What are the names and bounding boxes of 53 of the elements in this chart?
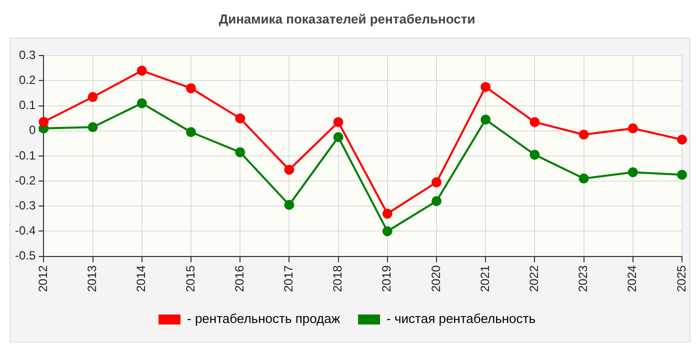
legend-label: - чистая рентабельность [386,311,536,326]
point [136,98,147,108]
point [284,200,294,210]
point [333,132,344,142]
x-tick-label: 2018 [330,264,345,292]
point [333,117,344,128]
x-tick-label: 2025 [674,264,688,292]
point [677,134,687,145]
point [382,226,392,236]
point [480,82,491,92]
point [530,150,540,160]
x-tick-label: 2020 [428,264,443,292]
y-tick-label: -0.3 [14,198,36,212]
point [88,92,98,102]
y-tick-label: -0.4 [14,224,36,238]
legend-label: - рентабельность продаж [187,311,340,326]
point [186,127,196,138]
x-tick-label: 2017 [282,264,296,292]
point [677,170,687,180]
chart-title: Динамика показателей рентабельности [218,11,476,26]
y-tick-label: -0.2 [14,173,36,188]
point [628,167,638,178]
x-tick-label: 2016 [232,264,246,292]
point [136,66,147,76]
point [38,116,49,127]
point [431,177,442,188]
y-tick-label: -0.5 [14,248,36,263]
point [382,208,392,219]
x-tick-label: 2012 [36,264,50,292]
x-tick-label: 2022 [527,264,542,292]
y-tick-label: 0.1 [18,98,36,112]
point [431,196,442,206]
point [530,117,540,128]
x-tick-label: 2014 [134,264,148,292]
point [235,147,246,158]
x-tick-label: 2019 [380,264,394,292]
x-tick-label: 2013 [85,264,100,292]
x-tick-label: 2024 [625,264,640,292]
point [578,130,589,140]
point [284,164,294,175]
point [235,113,246,124]
point [578,174,589,184]
point [628,123,638,134]
x-tick-label: 2023 [576,264,590,292]
point [88,122,98,132]
x-tick-label: 2021 [478,264,492,292]
y-tick-label: 0.3 [18,48,36,62]
y-tick-label: 0.2 [18,73,36,87]
point [186,83,196,94]
x-tick-label: 2015 [183,264,198,292]
y-tick-label: -0.1 [14,148,36,162]
point [480,114,491,125]
y-tick-label: 0 [28,123,36,138]
